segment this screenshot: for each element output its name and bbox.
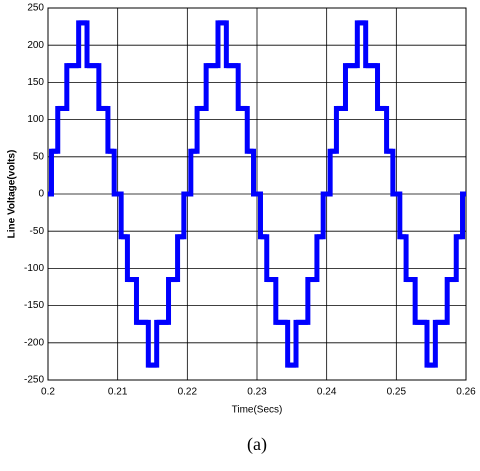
x-tick-label: 0.23 (247, 387, 267, 398)
x-tick-label: 0.26 (456, 387, 476, 398)
x-tick-label: 0.25 (387, 387, 407, 398)
y-axis-label: Line Voltage(volts) (7, 150, 18, 239)
x-tick-label: 0.2 (41, 387, 55, 398)
x-tick-label: 0.21 (108, 387, 128, 398)
y-tick-label: 50 (33, 151, 45, 162)
y-tick-label: -250 (24, 375, 44, 386)
y-tick-label: -100 (24, 263, 44, 274)
y-tick-label: -150 (24, 300, 44, 311)
y-tick-label: 150 (27, 77, 44, 88)
caption: (a) (247, 434, 267, 455)
y-tick-label: -50 (30, 226, 45, 237)
y-tick-label: 200 (27, 40, 44, 51)
y-tick-label: -200 (24, 337, 44, 348)
y-tick-label: 100 (27, 114, 44, 125)
x-axis-label: Time(Secs) (232, 405, 283, 416)
y-tick-label: 0 (38, 189, 44, 200)
y-tick-label: 250 (27, 3, 44, 14)
x-tick-label: 0.24 (317, 387, 337, 398)
x-tick-label: 0.22 (178, 387, 198, 398)
